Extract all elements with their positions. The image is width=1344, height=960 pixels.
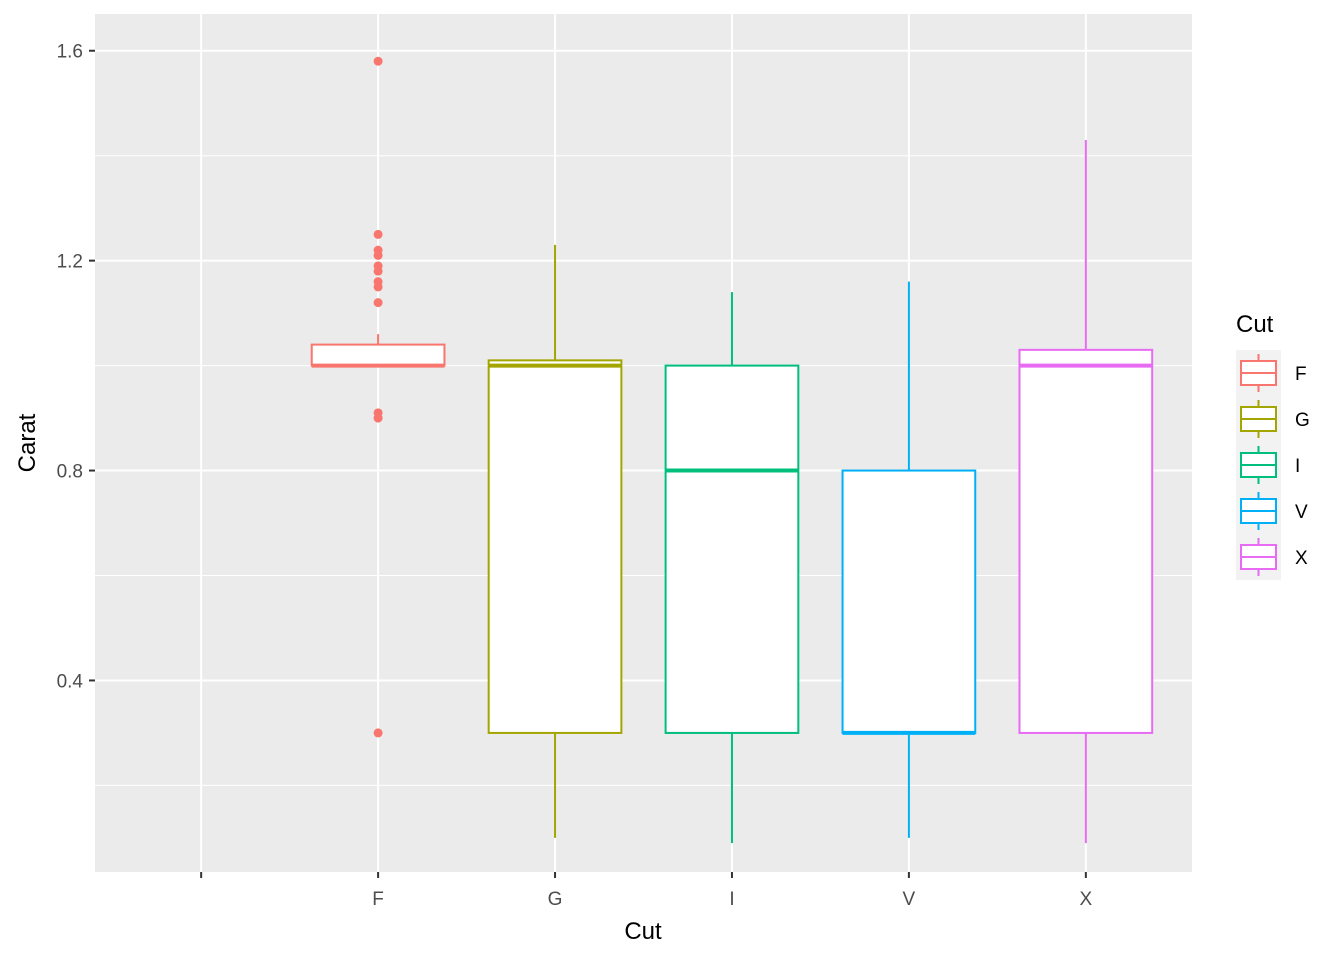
legend-label: F [1295,364,1307,385]
box-V [841,281,977,838]
legend-entry-G: G [1240,400,1310,438]
x-tick-label: G [548,889,563,910]
outlier-point [373,413,383,423]
box-body [664,364,800,734]
y-tick-label: 1.2 [57,252,83,273]
y-axis-title: Carat [14,413,41,472]
outlier-point [373,298,383,308]
x-tick-label: X [1079,889,1092,910]
legend-entry-V: V [1240,492,1308,530]
outlier-point [373,282,383,292]
legend-entry-I: I [1240,446,1300,484]
outlier-point [373,250,383,260]
legend-entry-X: X [1240,538,1308,576]
plot-background [95,14,1192,872]
x-tick-label: F [372,889,384,910]
box-I [664,292,800,844]
outlier-point [373,728,383,738]
box-body [487,359,623,734]
y-tick-label: 0.4 [57,671,84,692]
boxes-layer [310,56,1154,844]
legend-label: X [1295,548,1308,569]
legend: Cut F G I V X [1236,311,1310,580]
axes-layer: 0.4 0.8 1.2 1.6 F G I V X [57,42,1093,910]
legend-title: Cut [1236,311,1274,338]
box-body [841,469,977,734]
x-tick-label: V [903,889,916,910]
legend-label: G [1295,410,1310,431]
box-body [310,343,446,367]
outlier-point [373,56,383,66]
box-F [310,56,446,738]
legend-label: V [1295,502,1308,523]
legend-entry-F: F [1240,354,1307,392]
x-axis-title: Cut [624,918,662,945]
box-body [1018,348,1154,734]
x-tick-label: I [729,889,734,910]
box-G [487,244,623,838]
box-X [1018,139,1154,844]
y-tick-label: 0.8 [57,462,83,483]
y-tick-label: 1.6 [57,42,83,63]
outlier-point [373,229,383,239]
outlier-point [373,266,383,276]
legend-label: I [1295,456,1300,477]
